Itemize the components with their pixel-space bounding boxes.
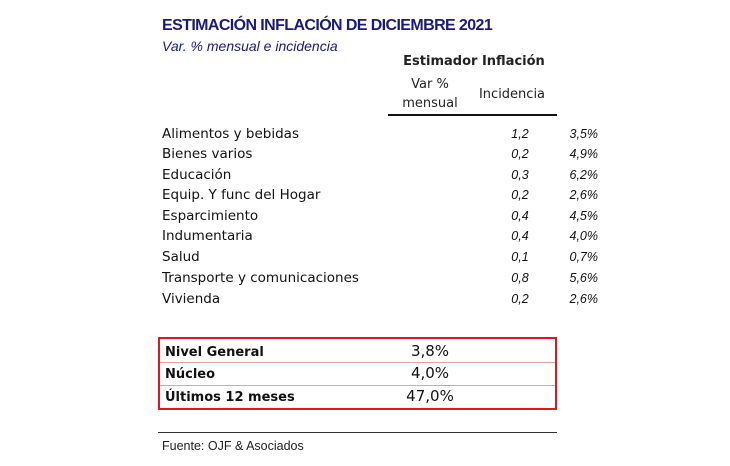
divider [160,385,555,386]
row-incidencia: 0,4 [511,209,529,223]
footer-divider [158,432,557,433]
row-incidencia: 0,2 [511,147,529,161]
row-var: 6,2% [569,168,599,182]
divider [160,362,555,363]
source-note: Fuente: OJF & Asociados [162,439,304,453]
summary-row: Últimos 12 meses 47,0% [160,386,555,409]
row-incidencia: 0,1 [511,250,529,264]
row-incidencia: 0,4 [511,229,529,243]
subtitle: Var. % mensual e incidencia [162,38,338,54]
row-label: Bienes varios [162,146,253,162]
summary-row: Núcleo 4,0% [160,363,555,386]
table-row: Educación 6,2% 0,3 [162,167,598,187]
summary-label: Núcleo [165,367,216,382]
row-var: 2,6% [569,188,599,202]
table-row: Transporte y comunicaciones 5,6% 0,8 [162,270,598,290]
row-var: 5,6% [569,271,599,285]
row-var: 2,6% [569,292,599,306]
row-label: Esparcimiento [162,208,259,224]
row-label: Transporte y comunicaciones [162,270,359,286]
summary-label: Nivel General [165,345,264,360]
table-row: Vivienda 2,6% 0,2 [162,291,598,311]
summary-value: 47,0% [406,387,454,405]
header-var-line2: mensual [402,96,458,111]
row-var: 0,7% [569,250,599,264]
row-label: Salud [162,249,200,265]
row-label: Indumentaria [162,228,253,244]
row-label: Educación [162,167,232,183]
table-row: Indumentaria 4,0% 0,4 [162,228,598,248]
row-incidencia: 0,8 [511,271,529,285]
row-label: Equip. Y func del Hogar [162,187,321,203]
table-row: Salud 0,7% 0,1 [162,249,598,269]
table-row: Esparcimiento 4,5% 0,4 [162,208,598,228]
row-label: Vivienda [162,291,221,307]
summary-value: 3,8% [410,342,450,360]
row-label: Alimentos y bebidas [162,126,299,142]
header-group: Estimador Inflación [403,54,545,69]
row-incidencia: 0,2 [511,188,529,202]
summary-value: 4,0% [410,364,450,382]
table-row: Equip. Y func del Hogar 2,6% 0,2 [162,187,598,207]
header-divider [388,114,557,116]
table-row: Bienes varios 4,9% 0,2 [162,146,598,166]
summary-row: Nivel General 3,8% [160,341,555,364]
summary-box: Nivel General 3,8% Núcleo 4,0% Últimos 1… [158,337,557,410]
row-incidencia: 0,2 [511,292,529,306]
header-var-line1: Var % [411,77,449,92]
row-var: 3,5% [569,127,599,141]
table-row: Alimentos y bebidas 3,5% 1,2 [162,126,598,146]
page-title: ESTIMACIÓN INFLACIÓN DE DICIEMBRE 2021 [162,17,493,34]
row-incidencia: 0,3 [511,168,529,182]
header-incidencia: Incidencia [478,87,546,102]
summary-label: Últimos 12 meses [165,390,295,405]
row-var: 4,0% [569,229,599,243]
row-incidencia: 1,2 [511,127,529,141]
row-var: 4,9% [569,147,599,161]
row-var: 4,5% [569,209,599,223]
